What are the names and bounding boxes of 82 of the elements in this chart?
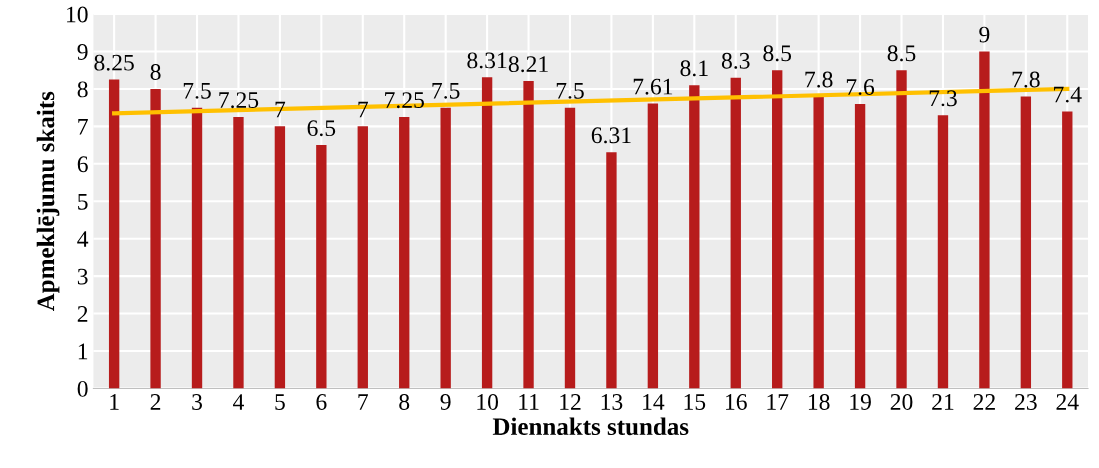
data-label: 7.5 (183, 82, 211, 99)
y-tick-label: 4 (77, 231, 89, 247)
bar (647, 103, 659, 389)
x-tick-label: 10 (477, 393, 499, 410)
x-tick-label: 11 (519, 394, 539, 410)
y-tick-label: 9 (77, 44, 88, 60)
bar (606, 152, 617, 389)
y-tick-label: 7 (78, 119, 88, 135)
x-tick-label: 24 (1056, 394, 1079, 410)
data-label: 7.3 (929, 90, 957, 107)
x-tick-label: 14 (643, 394, 665, 410)
x-axis-title: Diennakts stundas (492, 417, 689, 436)
x-tick-label: 23 (1015, 394, 1037, 410)
bar (191, 107, 203, 389)
data-label: 7.8 (805, 71, 833, 88)
data-label: 6.5 (307, 120, 336, 137)
data-label: 7.6 (846, 79, 875, 96)
data-label: 8.21 (508, 56, 548, 73)
x-tick-label: 3 (192, 394, 202, 410)
data-label: 7.61 (633, 78, 673, 95)
x-tick-label: 9 (440, 394, 451, 410)
x-tick-label: 7 (358, 394, 369, 410)
x-tick-label: 21 (932, 394, 954, 410)
y-axis-title: Apmeklējumu skaits (36, 91, 60, 312)
data-label: 6.31 (591, 127, 631, 144)
bar (772, 70, 783, 389)
x-tick-label: 6 (316, 394, 327, 410)
bar (357, 126, 368, 389)
x-tick-label: 22 (973, 394, 995, 410)
x-tick-label: 17 (767, 394, 789, 410)
x-tick-label: 8 (399, 393, 410, 410)
bar (896, 70, 907, 389)
y-tick-label: 2 (77, 306, 88, 322)
x-tick-label: 20 (890, 393, 913, 410)
y-tick-label: 3 (77, 268, 88, 285)
bar (1062, 111, 1073, 389)
x-tick-label: 1 (110, 394, 119, 410)
bar (813, 96, 824, 389)
bar (233, 117, 244, 389)
bar (937, 115, 949, 389)
bar (316, 145, 327, 389)
x-tick-label: 15 (684, 394, 706, 410)
data-label: 7.8 (1012, 71, 1040, 88)
y-tick-label: 5 (78, 193, 88, 210)
bar (730, 77, 741, 389)
x-tick-label: 19 (850, 394, 871, 410)
y-tick-label: 6 (77, 156, 88, 173)
data-label: 8 (150, 64, 161, 80)
y-tick-label: 10 (67, 6, 88, 23)
data-label: 7.25 (219, 92, 259, 109)
data-label: 8.5 (763, 45, 792, 62)
bar (150, 88, 161, 389)
bar (108, 79, 120, 389)
data-label: 7.4 (1054, 86, 1082, 103)
bar (481, 77, 493, 389)
data-label: 8.25 (94, 54, 134, 71)
y-tick-label: 1 (78, 343, 88, 360)
data-label: 7.5 (432, 82, 460, 99)
x-tick-label: 13 (601, 394, 623, 410)
data-label: 9 (979, 26, 990, 43)
bar (440, 107, 451, 389)
bar (689, 85, 700, 389)
y-tick-label: 0 (77, 380, 88, 397)
data-label: 7.5 (556, 82, 584, 99)
bar (564, 107, 576, 389)
data-label: 8.5 (887, 45, 916, 62)
y-tick-label: 8 (77, 81, 88, 98)
data-label: 8.1 (680, 60, 708, 77)
x-tick-label: 2 (150, 394, 161, 410)
bar (399, 117, 410, 389)
bar (854, 103, 866, 389)
bar (274, 126, 286, 389)
bar (1020, 96, 1032, 389)
x-tick-label: 18 (808, 393, 830, 410)
x-tick-label: 12 (560, 394, 581, 410)
bar (979, 51, 990, 389)
bar (523, 81, 534, 389)
data-label: 8.31 (467, 52, 507, 69)
data-label: 8.3 (721, 52, 750, 69)
x-tick-label: 5 (275, 394, 285, 410)
x-tick-label: 16 (726, 394, 747, 410)
x-tick-label: 4 (233, 394, 244, 410)
